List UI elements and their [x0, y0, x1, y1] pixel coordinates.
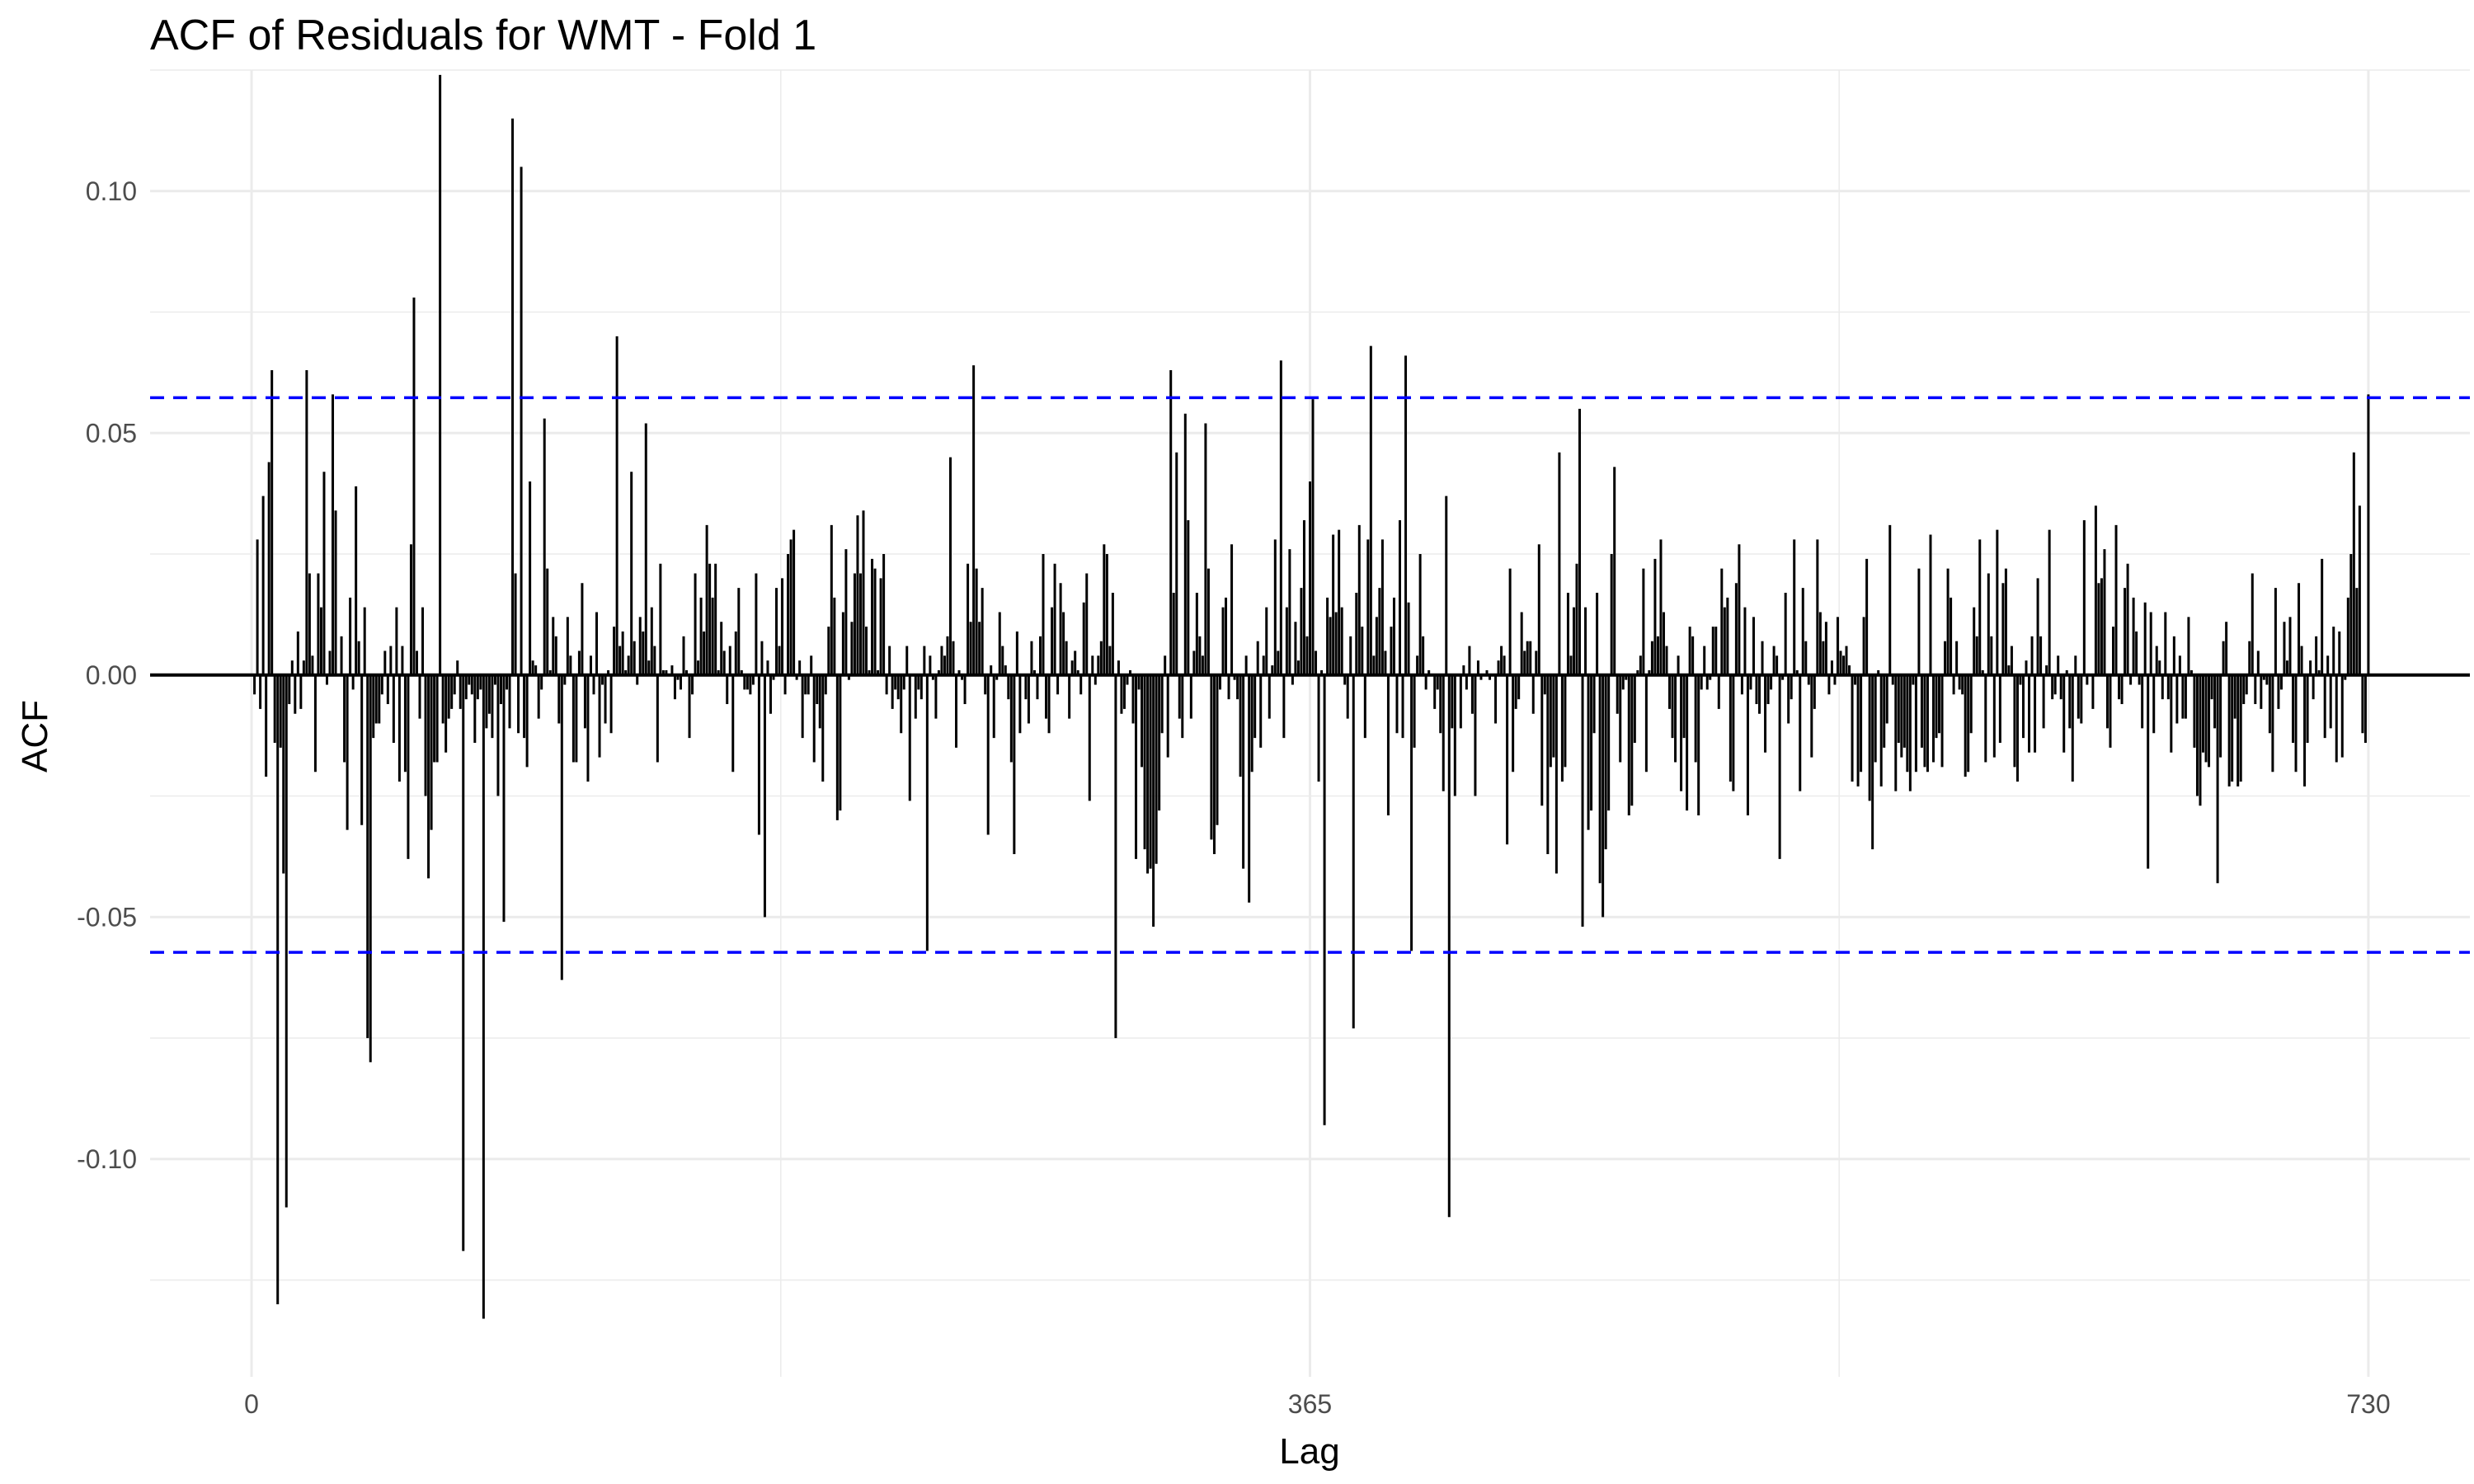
x-tick-label: 730 [2346, 1389, 2390, 1419]
y-tick-label: 0.00 [86, 660, 137, 690]
y-axis-title: ACF [15, 700, 55, 773]
acf-bars [253, 74, 2370, 1319]
x-axis-title: Lag [1279, 1431, 1339, 1472]
y-tick-label: -0.05 [77, 902, 137, 932]
x-tick-label: 0 [244, 1389, 259, 1419]
axis-layer: -0.10 -0.05 0.00 0.05 0.10 0 365 730 [77, 176, 2391, 1419]
y-tick-label: 0.05 [86, 418, 137, 448]
y-tick-label: -0.10 [77, 1144, 137, 1174]
confidence-bands [150, 396, 2470, 954]
x-tick-label: 365 [1288, 1389, 1332, 1419]
chart-title: ACF of Residuals for WMT - Fold 1 [150, 12, 816, 59]
y-tick-label: 0.10 [86, 176, 137, 206]
